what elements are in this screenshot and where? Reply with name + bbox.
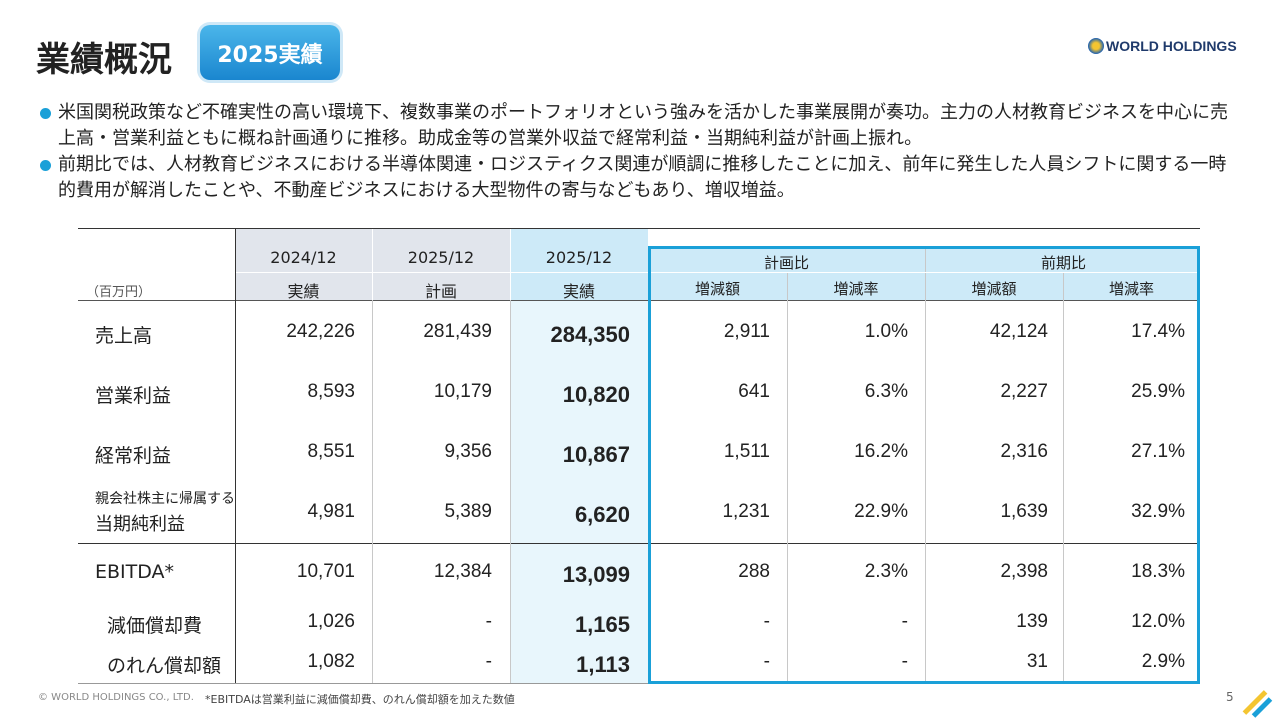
period-type: 実績 [287, 282, 320, 301]
value: 2,227 [1000, 381, 1048, 402]
value: 8,593 [307, 381, 355, 402]
value: 281,439 [423, 321, 492, 342]
group-header-bg [648, 246, 1200, 300]
value: 2,398 [1000, 561, 1048, 582]
value: - [901, 651, 908, 672]
row-label: のれん償却額 [107, 655, 222, 677]
group-header: 計画比 [763, 254, 809, 272]
value: 8,551 [307, 441, 355, 462]
section-line [78, 543, 1200, 544]
value: 641 [738, 381, 770, 402]
logo: WORLD HOLDINGS [1106, 38, 1237, 54]
actual-value: 13,099 [562, 562, 630, 587]
value: 31 [1026, 651, 1048, 672]
row-label: 経常利益 [95, 445, 172, 467]
bullet-text: 米国関税政策など不確実性の高い環境下、複数事業のポートフォリオという強みを活かし… [58, 102, 1228, 149]
table-bottom [78, 683, 1200, 684]
actual-value: 6,620 [574, 502, 630, 527]
column-line [925, 246, 926, 683]
actual-value: 1,113 [576, 652, 630, 677]
column-line [372, 300, 373, 683]
period: 2025/12 [407, 248, 475, 267]
unit: （百万円） [86, 285, 152, 300]
value: 27.1% [1131, 441, 1185, 462]
value: 2.9% [1141, 651, 1185, 672]
row-label: 当期純利益 [95, 514, 185, 535]
table-top [78, 228, 1200, 229]
sub-header: 増減率 [1108, 280, 1154, 298]
value: 4,981 [307, 501, 355, 522]
value: 16.2% [854, 441, 908, 462]
actual-value: 1,165 [574, 612, 630, 637]
value: 1,231 [722, 501, 770, 522]
footnote: *EBITDAは営業利益に減価償却費、のれん償却額を加えた数値 [205, 693, 515, 706]
value: 1,639 [1000, 501, 1048, 522]
value: - [485, 611, 492, 632]
value: 2,316 [1000, 441, 1048, 462]
value: 2,911 [723, 321, 770, 342]
period-type: 計画 [424, 282, 457, 301]
page-number: 5 [1226, 690, 1234, 704]
actual-col-bg [510, 229, 648, 683]
badge: 2025実績 [200, 25, 340, 80]
value: 2.3% [864, 561, 908, 582]
value: 10,179 [433, 381, 492, 402]
value: 1.0% [864, 321, 908, 342]
period-type: 実績 [562, 282, 595, 301]
bullet-text: 前期比では、人材教育ビジネスにおける半導体関連・ロジスティクス関連が順調に推移し… [58, 154, 1227, 201]
row-sublabel: 親会社株主に帰属する [95, 491, 235, 507]
title: 業績概況 [36, 40, 172, 80]
value: 18.3% [1131, 561, 1185, 582]
value: - [763, 611, 770, 632]
group-header: 前期比 [1040, 254, 1086, 272]
actual-header-bg [510, 229, 648, 300]
value: 9,356 [444, 441, 492, 462]
actual-value: 10,867 [562, 442, 630, 467]
row-label: 売上高 [95, 325, 153, 347]
value: - [763, 651, 770, 672]
value: - [485, 651, 492, 672]
value: 42,124 [989, 321, 1048, 342]
value: 25.9% [1131, 381, 1185, 402]
bullet-dot [40, 160, 51, 171]
highlight-box [648, 246, 1200, 684]
value: 22.9% [854, 501, 908, 522]
row-label: 営業利益 [95, 385, 172, 407]
value: 1,026 [307, 611, 355, 632]
sub-header: 増減率 [833, 280, 879, 298]
value: 1,082 [307, 651, 355, 672]
actual-value: 10,820 [562, 382, 630, 407]
value: 17.4% [1131, 321, 1185, 342]
value: 12,384 [433, 561, 492, 582]
value: 242,226 [286, 321, 355, 342]
header-bottom [78, 300, 1200, 301]
row-label: EBITDA* [95, 561, 175, 583]
row-label: 減価償却費 [107, 615, 203, 637]
value: 32.9% [1131, 501, 1185, 522]
value: 5,389 [444, 501, 492, 522]
value: - [901, 611, 908, 632]
bullet-dot [40, 108, 51, 119]
column-line [235, 229, 236, 683]
value: 139 [1016, 611, 1048, 632]
sub-header: 増減額 [971, 280, 1017, 298]
value: 10,701 [296, 561, 355, 582]
period: 2025/12 [545, 248, 613, 267]
value: 1,511 [723, 441, 770, 462]
actual-value: 284,350 [550, 322, 630, 347]
period: 2024/12 [270, 248, 337, 267]
column-line [1063, 272, 1064, 683]
value: 12.0% [1131, 611, 1185, 632]
group-line [648, 272, 1200, 273]
value: 6.3% [864, 381, 908, 402]
value: 288 [738, 561, 770, 582]
column-line [787, 272, 788, 683]
logo-icon [1088, 38, 1104, 54]
copyright: © WORLD HOLDINGS CO., LTD. [38, 692, 194, 703]
column-line [510, 300, 511, 683]
sub-header: 増減額 [694, 280, 740, 298]
